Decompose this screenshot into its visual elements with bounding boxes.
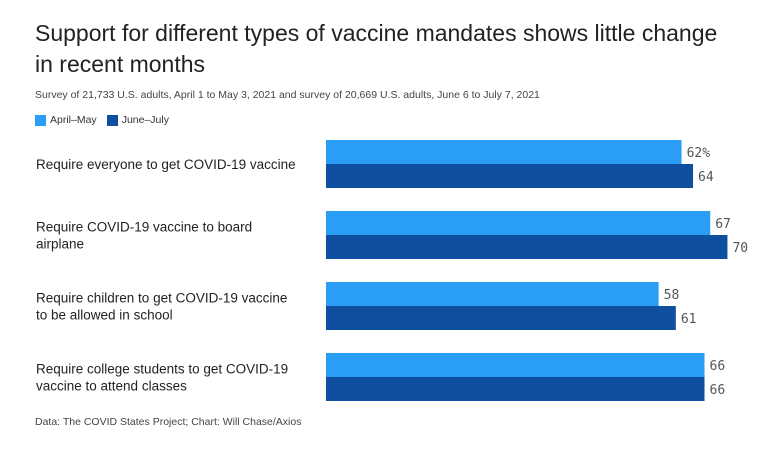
- value-label: 70: [732, 241, 748, 256]
- value-label: 67: [715, 217, 731, 232]
- legend-label-april-may: April–May: [50, 114, 97, 126]
- value-label: 66: [710, 383, 726, 398]
- legend-item-june-july: June–July: [106, 114, 169, 126]
- bar-april-may: [326, 140, 682, 164]
- bar-june-july: [326, 235, 728, 259]
- chart-source: Data: The COVID States Project; Chart: W…: [35, 416, 302, 428]
- legend-item-april-may: April–May: [35, 114, 97, 126]
- bar-june-july: [326, 306, 676, 330]
- value-label: 62%: [687, 146, 711, 161]
- legend-swatch-june-july: [106, 114, 118, 126]
- value-label: 66: [710, 359, 726, 374]
- category-label: Require COVID-19 vaccine to board airplan…: [36, 220, 252, 252]
- category-label: Require children to get COVID-19 vaccine…: [36, 291, 287, 323]
- category-label: Require everyone to get COVID-19 vaccine: [36, 157, 296, 172]
- bar-june-july: [326, 164, 694, 188]
- category-label: Require college students to get COVID-19…: [36, 362, 288, 394]
- legend: April–May June–July: [35, 114, 179, 126]
- chart-title: Support for different types of vaccine m…: [35, 20, 718, 77]
- value-label: 64: [698, 170, 714, 185]
- bar-june-july: [326, 377, 705, 401]
- chart-subtitle: Survey of 21,733 U.S. adults, April 1 to…: [35, 89, 540, 101]
- bar-april-may: [326, 282, 659, 306]
- legend-swatch-april-may: [35, 114, 46, 126]
- value-label: 61: [681, 312, 697, 327]
- bar-april-may: [326, 353, 705, 377]
- legend-label-june-july: June–July: [121, 114, 169, 126]
- bar-april-may: [326, 211, 711, 235]
- value-label: 58: [664, 288, 680, 303]
